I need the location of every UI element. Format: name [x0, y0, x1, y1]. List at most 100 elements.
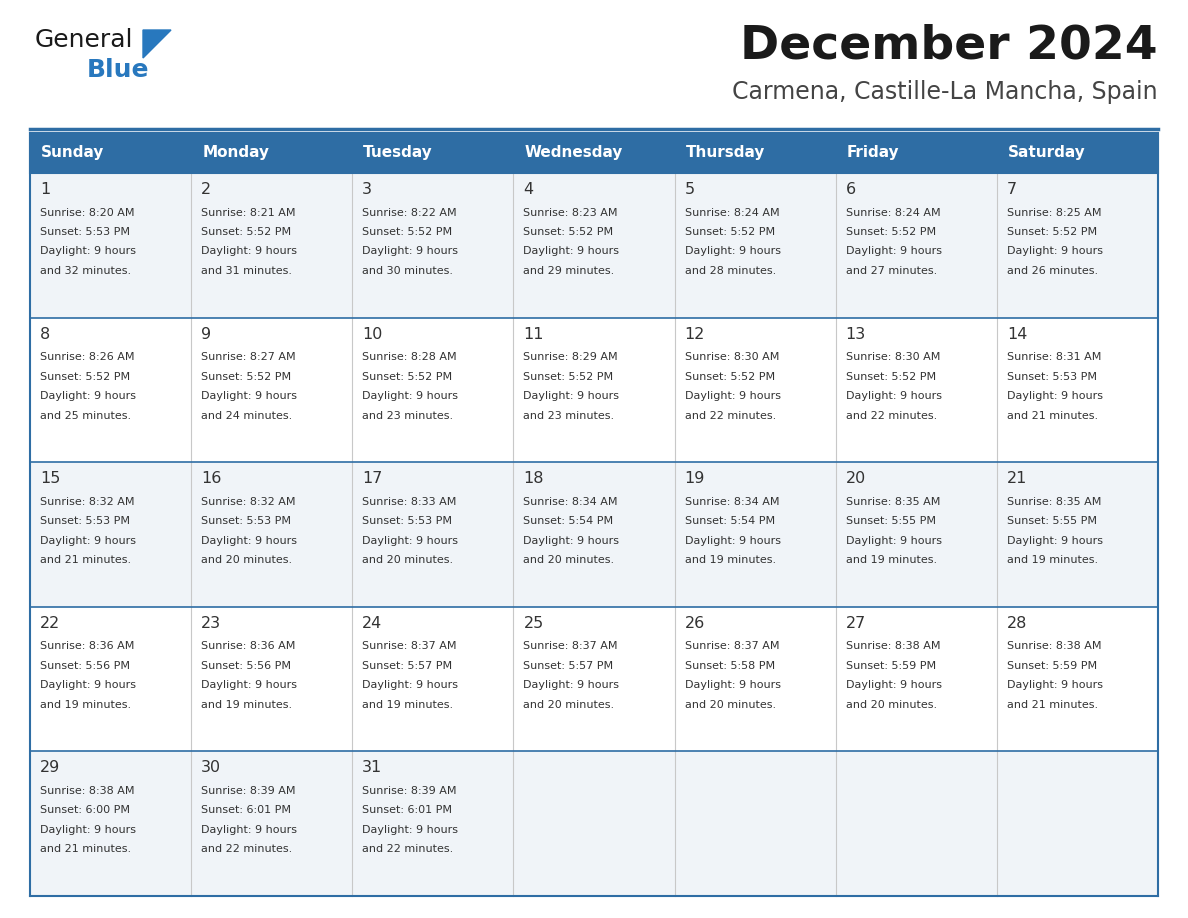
Bar — [30, 318, 1158, 462]
Text: 4: 4 — [524, 182, 533, 197]
Text: Blue: Blue — [87, 58, 150, 82]
Text: 21: 21 — [1007, 471, 1028, 487]
Text: and 22 minutes.: and 22 minutes. — [201, 845, 292, 855]
Text: 18: 18 — [524, 471, 544, 487]
Text: Daylight: 9 hours: Daylight: 9 hours — [684, 680, 781, 690]
Text: Sunset: 5:53 PM: Sunset: 5:53 PM — [201, 516, 291, 526]
Text: Sunset: 5:55 PM: Sunset: 5:55 PM — [846, 516, 936, 526]
Text: 3: 3 — [362, 182, 372, 197]
Text: 28: 28 — [1007, 616, 1028, 631]
Text: 6: 6 — [846, 182, 855, 197]
Text: and 21 minutes.: and 21 minutes. — [40, 555, 131, 565]
Text: Daylight: 9 hours: Daylight: 9 hours — [40, 536, 135, 545]
Text: Friday: Friday — [847, 145, 899, 161]
Bar — [30, 173, 1158, 318]
Text: 16: 16 — [201, 471, 221, 487]
Text: 20: 20 — [846, 471, 866, 487]
Text: 2: 2 — [201, 182, 211, 197]
Text: Sunrise: 8:36 AM: Sunrise: 8:36 AM — [201, 642, 296, 651]
Bar — [191, 133, 353, 173]
Bar — [997, 133, 1158, 173]
Text: and 25 minutes.: and 25 minutes. — [40, 410, 131, 420]
Text: Sunset: 5:52 PM: Sunset: 5:52 PM — [362, 227, 453, 237]
Text: Sunrise: 8:21 AM: Sunrise: 8:21 AM — [201, 207, 296, 218]
Text: and 20 minutes.: and 20 minutes. — [362, 555, 454, 565]
Text: 13: 13 — [846, 327, 866, 341]
Text: and 20 minutes.: and 20 minutes. — [684, 700, 776, 710]
Text: Sunset: 6:01 PM: Sunset: 6:01 PM — [201, 805, 291, 815]
Text: and 21 minutes.: and 21 minutes. — [40, 845, 131, 855]
Text: December 2024: December 2024 — [740, 23, 1158, 68]
Text: Sunrise: 8:36 AM: Sunrise: 8:36 AM — [40, 642, 134, 651]
Text: 26: 26 — [684, 616, 704, 631]
Text: Daylight: 9 hours: Daylight: 9 hours — [201, 536, 297, 545]
Text: Daylight: 9 hours: Daylight: 9 hours — [1007, 536, 1102, 545]
Text: 8: 8 — [40, 327, 50, 341]
Text: and 20 minutes.: and 20 minutes. — [524, 700, 614, 710]
Text: and 27 minutes.: and 27 minutes. — [846, 266, 937, 276]
Text: Sunset: 6:01 PM: Sunset: 6:01 PM — [362, 805, 453, 815]
Text: and 20 minutes.: and 20 minutes. — [524, 555, 614, 565]
Polygon shape — [143, 30, 171, 58]
Text: Daylight: 9 hours: Daylight: 9 hours — [40, 825, 135, 834]
Text: Daylight: 9 hours: Daylight: 9 hours — [362, 680, 459, 690]
Text: Daylight: 9 hours: Daylight: 9 hours — [201, 247, 297, 256]
Bar — [30, 607, 1158, 752]
Text: and 21 minutes.: and 21 minutes. — [1007, 410, 1098, 420]
Text: 24: 24 — [362, 616, 383, 631]
Text: Daylight: 9 hours: Daylight: 9 hours — [846, 247, 942, 256]
Text: Sunday: Sunday — [42, 145, 105, 161]
Text: Sunrise: 8:39 AM: Sunrise: 8:39 AM — [362, 786, 456, 796]
Text: Sunset: 5:56 PM: Sunset: 5:56 PM — [40, 661, 129, 671]
Text: Sunset: 5:59 PM: Sunset: 5:59 PM — [1007, 661, 1097, 671]
Text: General: General — [34, 28, 133, 52]
Text: 27: 27 — [846, 616, 866, 631]
Text: Sunrise: 8:34 AM: Sunrise: 8:34 AM — [684, 497, 779, 507]
Text: Sunset: 5:53 PM: Sunset: 5:53 PM — [1007, 372, 1097, 382]
Text: Sunrise: 8:33 AM: Sunrise: 8:33 AM — [362, 497, 456, 507]
Text: Sunrise: 8:38 AM: Sunrise: 8:38 AM — [1007, 642, 1101, 651]
Text: Sunrise: 8:26 AM: Sunrise: 8:26 AM — [40, 353, 134, 362]
Text: Sunrise: 8:37 AM: Sunrise: 8:37 AM — [524, 642, 618, 651]
Text: Daylight: 9 hours: Daylight: 9 hours — [1007, 680, 1102, 690]
Text: and 20 minutes.: and 20 minutes. — [846, 700, 937, 710]
Text: Sunrise: 8:39 AM: Sunrise: 8:39 AM — [201, 786, 296, 796]
Text: and 26 minutes.: and 26 minutes. — [1007, 266, 1098, 276]
Text: and 23 minutes.: and 23 minutes. — [524, 410, 614, 420]
Text: Daylight: 9 hours: Daylight: 9 hours — [846, 536, 942, 545]
Text: Daylight: 9 hours: Daylight: 9 hours — [524, 247, 619, 256]
Text: Sunset: 5:52 PM: Sunset: 5:52 PM — [1007, 227, 1097, 237]
Text: Sunrise: 8:25 AM: Sunrise: 8:25 AM — [1007, 207, 1101, 218]
Text: 17: 17 — [362, 471, 383, 487]
Text: Daylight: 9 hours: Daylight: 9 hours — [524, 391, 619, 401]
Text: Sunset: 5:56 PM: Sunset: 5:56 PM — [201, 661, 291, 671]
Text: Saturday: Saturday — [1007, 145, 1086, 161]
Text: Sunset: 5:52 PM: Sunset: 5:52 PM — [201, 372, 291, 382]
Text: Sunrise: 8:37 AM: Sunrise: 8:37 AM — [362, 642, 456, 651]
Text: Daylight: 9 hours: Daylight: 9 hours — [40, 247, 135, 256]
Text: Sunset: 5:52 PM: Sunset: 5:52 PM — [846, 372, 936, 382]
Text: Sunset: 5:54 PM: Sunset: 5:54 PM — [524, 516, 613, 526]
Text: and 19 minutes.: and 19 minutes. — [1007, 555, 1098, 565]
Text: Sunrise: 8:24 AM: Sunrise: 8:24 AM — [846, 207, 941, 218]
Text: Sunset: 5:57 PM: Sunset: 5:57 PM — [524, 661, 613, 671]
Bar — [835, 133, 997, 173]
Text: Sunrise: 8:37 AM: Sunrise: 8:37 AM — [684, 642, 779, 651]
Text: Daylight: 9 hours: Daylight: 9 hours — [684, 391, 781, 401]
Text: Sunrise: 8:27 AM: Sunrise: 8:27 AM — [201, 353, 296, 362]
Bar — [353, 133, 513, 173]
Text: Sunrise: 8:35 AM: Sunrise: 8:35 AM — [1007, 497, 1101, 507]
Text: Sunset: 5:59 PM: Sunset: 5:59 PM — [846, 661, 936, 671]
Text: Sunrise: 8:20 AM: Sunrise: 8:20 AM — [40, 207, 134, 218]
Bar — [513, 133, 675, 173]
Text: and 19 minutes.: and 19 minutes. — [684, 555, 776, 565]
Bar — [30, 752, 1158, 896]
Text: Sunrise: 8:32 AM: Sunrise: 8:32 AM — [201, 497, 296, 507]
Text: Daylight: 9 hours: Daylight: 9 hours — [1007, 391, 1102, 401]
Text: Daylight: 9 hours: Daylight: 9 hours — [362, 825, 459, 834]
Text: Sunrise: 8:23 AM: Sunrise: 8:23 AM — [524, 207, 618, 218]
Text: Daylight: 9 hours: Daylight: 9 hours — [362, 247, 459, 256]
Text: Sunset: 5:54 PM: Sunset: 5:54 PM — [684, 516, 775, 526]
Text: Sunrise: 8:31 AM: Sunrise: 8:31 AM — [1007, 353, 1101, 362]
Text: and 19 minutes.: and 19 minutes. — [846, 555, 937, 565]
